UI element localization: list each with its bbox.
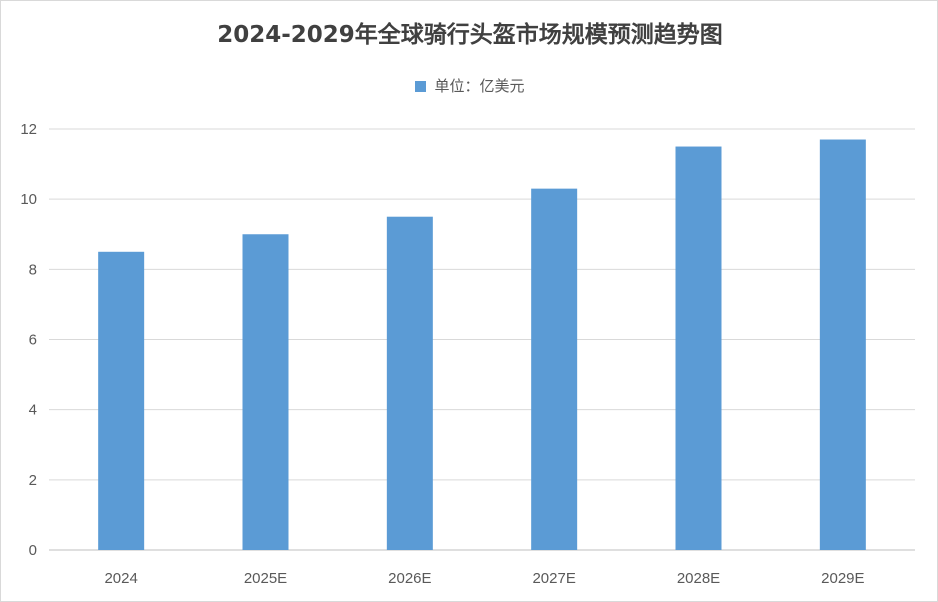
legend-label: 单位：亿美元 [434, 77, 525, 95]
y-tick-label: 12 [20, 121, 37, 138]
y-tick-label: 2 [29, 472, 37, 489]
legend: 单位：亿美元 [1, 75, 938, 96]
y-tick-label: 10 [20, 191, 37, 208]
bar-2025E [242, 234, 289, 550]
x-tick-label: 2028E [677, 570, 720, 587]
y-tick-label: 8 [29, 261, 37, 278]
bar-2024 [98, 251, 145, 550]
y-tick-label: 0 [29, 542, 37, 559]
x-tick-label: 2027E [532, 570, 575, 587]
bar-2028E [675, 146, 722, 550]
bar-2026E [386, 216, 433, 551]
x-tick-label: 2025E [244, 570, 287, 587]
y-axis-ticks: 0 2 4 6 8 10 12 [20, 121, 37, 559]
bars [98, 139, 866, 551]
x-tick-label: 2029E [821, 570, 864, 587]
bar-2029E [819, 139, 866, 550]
chart-title: 2024-2029年全球骑行头盔市场规模预测趋势图 [217, 22, 723, 48]
x-axis-ticks: 2024 2025E 2026E 2027E 2028E 2029E [104, 570, 864, 587]
y-tick-label: 4 [29, 402, 37, 419]
gridlines [49, 128, 915, 551]
x-tick-label: 2024 [104, 570, 137, 587]
y-tick-label: 6 [29, 332, 37, 349]
legend-swatch [415, 81, 427, 92]
x-tick-label: 2026E [388, 570, 431, 587]
bar-2027E [531, 188, 578, 550]
